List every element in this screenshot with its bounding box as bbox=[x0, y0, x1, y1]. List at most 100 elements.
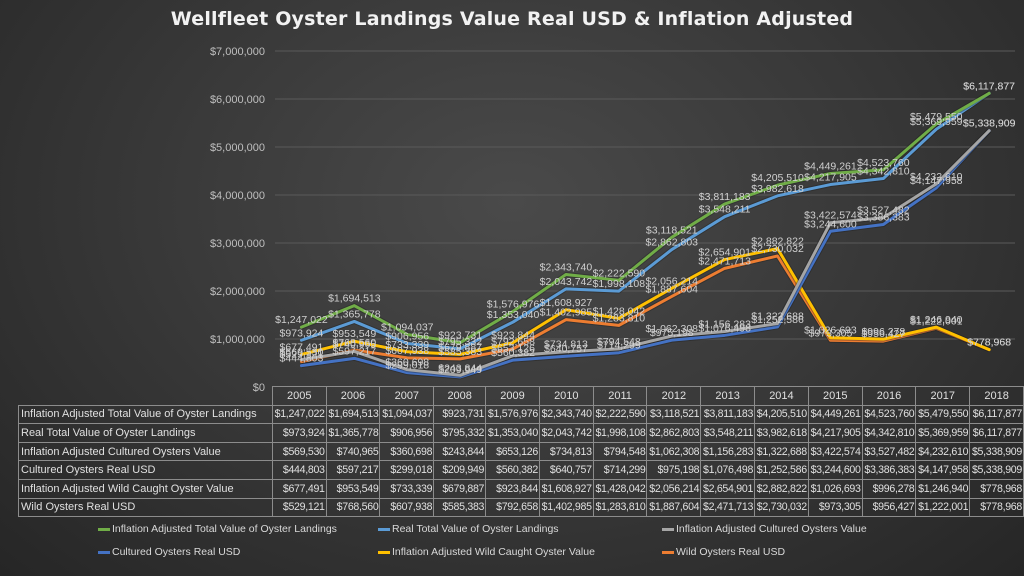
y-tick-label: $3,000,000 bbox=[210, 238, 265, 250]
table-cell: $1,365,778 bbox=[325, 423, 381, 443]
year-header-cell: 2011 bbox=[592, 386, 648, 406]
data-label: $1,887,604 bbox=[645, 283, 698, 295]
table-cell: $444,803 bbox=[271, 460, 327, 480]
table-cell: $1,402,985 bbox=[538, 497, 594, 518]
year-header-cell: 2009 bbox=[485, 386, 540, 406]
chart-title: Wellfleet Oyster Landings Value Real USD… bbox=[170, 8, 854, 30]
table-cell: $996,278 bbox=[861, 478, 917, 499]
table-cell: $923,731 bbox=[433, 404, 487, 425]
table-cell: $1,094,037 bbox=[379, 404, 435, 425]
data-label: $209,949 bbox=[438, 364, 482, 376]
table-cell: $1,998,108 bbox=[592, 423, 648, 443]
table-cell: $1,887,604 bbox=[646, 497, 702, 518]
data-label: $677,491 bbox=[280, 341, 324, 353]
data-label: $4,449,261 bbox=[804, 160, 857, 172]
table-cell: $679,887 bbox=[433, 478, 487, 499]
legend-item: Inflation Adjusted Cultured Oysters Valu… bbox=[662, 523, 867, 535]
table-cell: $768,560 bbox=[325, 497, 381, 518]
legend-swatch-icon bbox=[98, 527, 110, 531]
table-cell: $1,076,498 bbox=[700, 460, 756, 480]
legend-swatch-icon bbox=[378, 527, 390, 531]
data-label: $1,247,022 bbox=[275, 314, 328, 326]
data-label: $4,205,510 bbox=[751, 172, 804, 184]
data-label: $2,222,590 bbox=[593, 267, 646, 279]
data-label: $1,694,513 bbox=[328, 293, 381, 305]
table-row: Inflation Adjusted Wild Caught Oyster Va… bbox=[18, 478, 1024, 499]
data-label: $1,322,688 bbox=[751, 311, 804, 323]
data-label: $243,844 bbox=[438, 362, 482, 374]
data-label: $973,305 bbox=[809, 327, 853, 339]
row-label: Inflation Adjusted Total Value of Oyster… bbox=[18, 404, 273, 425]
data-label: $792,658 bbox=[491, 336, 535, 348]
data-label: $3,244,600 bbox=[804, 218, 857, 230]
table-cell: $2,862,803 bbox=[646, 423, 702, 443]
table-cell: $956,427 bbox=[861, 497, 917, 518]
data-table: 2005 2006 2007 2008 2009 2010 2011 2012 2013 2014… bbox=[18, 386, 1024, 518]
table-cell: $3,811,183 bbox=[700, 404, 756, 425]
data-label: $3,118,521 bbox=[646, 224, 698, 236]
table-cell: $792,658 bbox=[485, 497, 540, 518]
table-cell: $569,530 bbox=[271, 441, 327, 462]
y-axis-tick-labels: $0$1,000,000$2,000,000$3,000,000$4,000,0… bbox=[210, 46, 265, 394]
table-row: Wild Oysters Real USD $529,121 $768,560 $60… bbox=[18, 497, 1024, 518]
data-label: $2,862,803 bbox=[645, 237, 698, 249]
data-label: $3,982,618 bbox=[751, 183, 804, 195]
data-label: $360,698 bbox=[385, 357, 429, 369]
table-cell: $2,222,590 bbox=[592, 404, 648, 425]
data-label: $597,217 bbox=[332, 345, 376, 357]
data-label: $778,968 bbox=[967, 337, 1011, 349]
data-label: $1,353,040 bbox=[487, 309, 540, 321]
y-tick-label: $6,000,000 bbox=[210, 94, 265, 106]
data-table-corner bbox=[18, 386, 273, 406]
table-cell: $2,730,032 bbox=[754, 497, 809, 518]
data-label: $3,386,383 bbox=[857, 211, 910, 223]
data-label: $4,523,760 bbox=[857, 157, 910, 169]
data-label: $1,094,037 bbox=[381, 321, 434, 333]
table-cell: $1,576,976 bbox=[485, 404, 540, 425]
table-cell: $2,654,901 bbox=[700, 478, 756, 499]
table-cell: $2,343,740 bbox=[538, 404, 594, 425]
table-cell: $360,698 bbox=[379, 441, 435, 462]
table-cell: $953,549 bbox=[325, 478, 381, 499]
table-cell: $4,205,510 bbox=[754, 404, 809, 425]
table-cell: $6,117,877 bbox=[969, 404, 1024, 425]
table-cell: $560,382 bbox=[485, 460, 540, 480]
table-cell: $4,217,905 bbox=[807, 423, 863, 443]
table-cell: $3,982,618 bbox=[754, 423, 809, 443]
data-label: $529,121 bbox=[280, 349, 324, 361]
table-cell: $3,422,574 bbox=[807, 441, 863, 462]
data-label: $5,338,909 bbox=[963, 118, 1016, 130]
table-cell: $607,938 bbox=[379, 497, 435, 518]
series-line bbox=[299, 129, 991, 379]
data-label: $1,076,498 bbox=[698, 322, 751, 334]
table-cell: $923,844 bbox=[485, 478, 540, 499]
table-cell: $1,247,022 bbox=[271, 404, 327, 425]
data-label: $1,402,985 bbox=[540, 307, 593, 319]
data-label: $975,198 bbox=[650, 327, 694, 339]
row-label: Cultured Oysters Real USD bbox=[18, 460, 273, 480]
data-label: $1,428,042 bbox=[593, 305, 646, 317]
table-cell: $1,062,308 bbox=[646, 441, 702, 462]
y-tick-label: $7,000,000 bbox=[210, 46, 265, 58]
data-label: $5,369,959 bbox=[910, 116, 963, 128]
table-cell: $3,386,383 bbox=[861, 460, 917, 480]
table-cell: $1,322,688 bbox=[754, 441, 809, 462]
year-header-cell: 2013 bbox=[700, 386, 756, 406]
table-cell: $209,949 bbox=[433, 460, 487, 480]
table-cell: $299,018 bbox=[379, 460, 435, 480]
series-lines bbox=[299, 91, 991, 380]
data-label: $1,252,586 bbox=[751, 314, 804, 326]
year-header-cell: 2016 bbox=[861, 386, 917, 406]
data-label: $1,365,778 bbox=[328, 308, 381, 320]
table-cell: $734,813 bbox=[538, 441, 594, 462]
gridlines bbox=[275, 50, 1015, 340]
data-label: $1,246,940 bbox=[910, 314, 963, 326]
data-label: $2,043,742 bbox=[540, 276, 593, 288]
table-cell: $1,156,283 bbox=[700, 441, 756, 462]
table-cell: $2,056,214 bbox=[646, 478, 702, 499]
legend-item: Inflation Adjusted Total Value of Oyster… bbox=[98, 523, 337, 535]
data-label: $778,968 bbox=[967, 337, 1011, 349]
data-label: $6,117,877 bbox=[963, 80, 1015, 92]
data-label: $996,278 bbox=[861, 326, 905, 338]
table-cell: $653,126 bbox=[485, 441, 540, 462]
